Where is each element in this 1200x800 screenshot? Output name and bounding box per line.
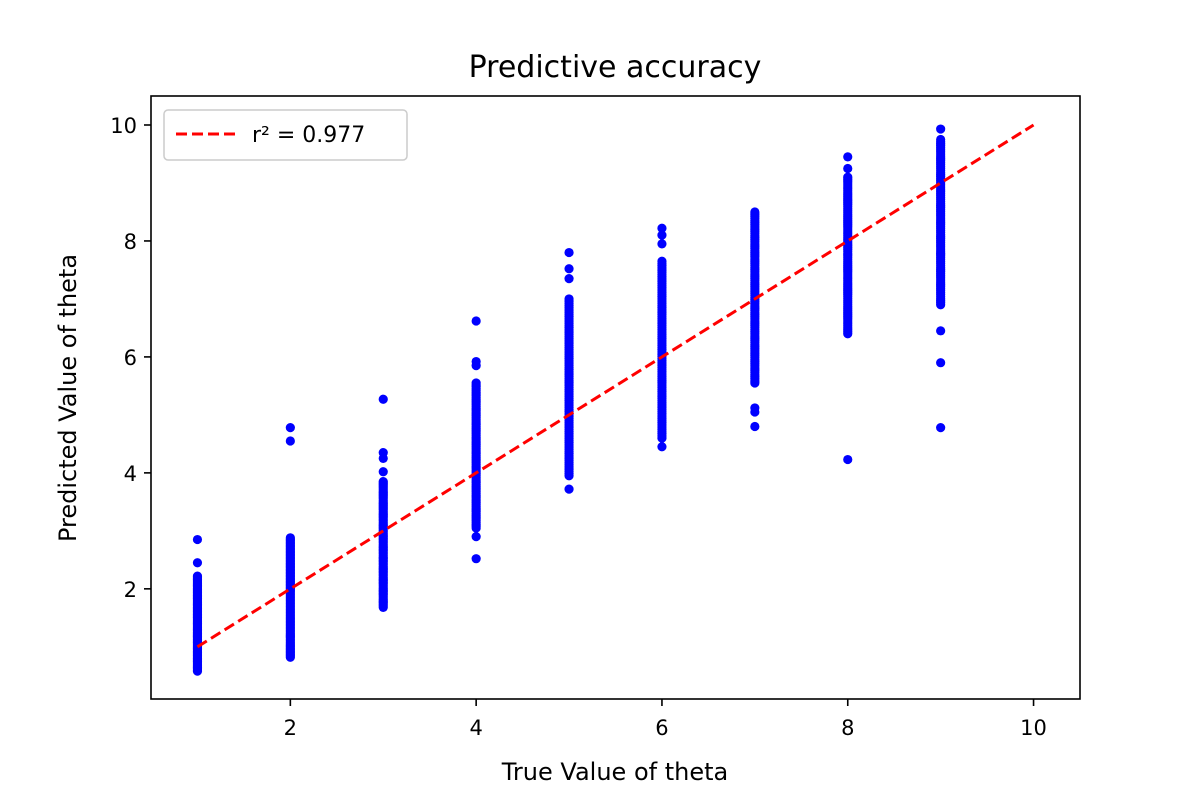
scatter-point [564, 264, 574, 274]
legend: r² = 0.977 [163, 109, 408, 161]
scatter-point [471, 554, 481, 564]
scatter-point [564, 294, 574, 304]
y-tick-label: 2 [124, 578, 137, 602]
scatter-point [471, 378, 481, 388]
x-tick-label: 10 [1020, 716, 1047, 740]
scatter-point [378, 467, 388, 477]
scatter-point [192, 534, 203, 545]
x-tick-label: 6 [655, 716, 668, 740]
scatter-point [285, 436, 295, 446]
fit-line [196, 123, 1035, 649]
scatter-point [843, 163, 853, 174]
scatter-point [750, 207, 760, 217]
scatter-point [657, 223, 667, 233]
scatter-point [657, 442, 667, 452]
scatter-point [285, 423, 295, 433]
scatter-point [936, 134, 946, 145]
scatter-point [936, 326, 946, 336]
legend-label-fit-line: r² = 0.977 [252, 123, 365, 148]
x-tick-label: 4 [469, 716, 482, 740]
x-tick-label: 2 [284, 716, 297, 740]
plot-frame [150, 95, 1081, 700]
scatter-point [378, 394, 388, 404]
scatter-point [657, 256, 667, 266]
y-tick-label: 6 [124, 346, 137, 370]
y-axis-label: Predicted Value of theta [54, 254, 82, 542]
plot-area: 2 4 6 8 10 2 4 6 8 10 [110, 95, 1081, 740]
scatter-point [657, 230, 667, 240]
scatter-point [936, 124, 946, 134]
scatter-point [564, 484, 574, 494]
scatter-point [378, 447, 388, 458]
y-tick-label: 4 [124, 462, 137, 486]
scatter-point [843, 454, 853, 465]
scatter-point [936, 358, 946, 368]
scatter-point [471, 532, 481, 542]
legend-box [163, 109, 408, 161]
scatter-point [657, 239, 667, 249]
scatter-point [936, 423, 946, 433]
scatter-point [843, 172, 853, 182]
scatter-point [843, 152, 853, 162]
y-tick-label: 10 [110, 114, 137, 138]
scatter-point [564, 247, 574, 258]
scatter-point [471, 316, 481, 326]
y-tick-label: 8 [124, 230, 137, 254]
chart-title: Predictive accuracy [469, 50, 762, 85]
scatter-point [192, 558, 203, 568]
scatter-point [750, 403, 760, 413]
scatter-point [471, 356, 481, 367]
scatter-point [285, 533, 295, 543]
scatter-point [192, 571, 203, 581]
scatter-point [378, 476, 388, 487]
x-tick-label: 8 [841, 716, 854, 740]
x-axis-label: True Value of theta [501, 758, 728, 786]
scatter-point [750, 421, 760, 432]
scatter-point [564, 274, 574, 284]
